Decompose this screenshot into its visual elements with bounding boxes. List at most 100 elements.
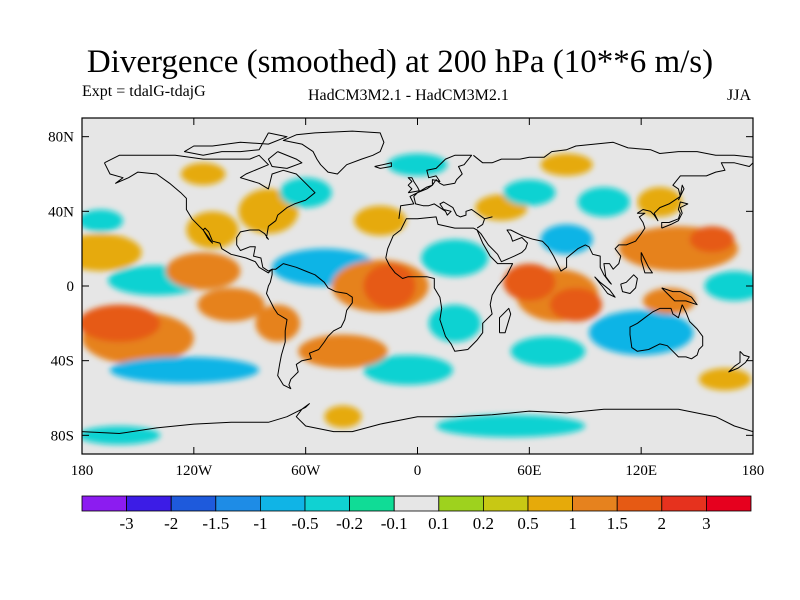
colorbar: -3 -2 -1.5 -1 -0.5 -0.2 -0.1 0.1 0.2 0.5 1 1.5 2 3 xyxy=(81,495,752,533)
divergence-blob xyxy=(197,287,265,322)
season-label: JJA xyxy=(727,87,752,104)
coastline xyxy=(473,141,753,285)
colorbar-swatch xyxy=(616,495,663,512)
colorbar-label: -3 xyxy=(120,514,134,533)
y-tick-label: 40S xyxy=(51,354,74,370)
colorbar-swatch xyxy=(572,495,618,512)
divergence-blob xyxy=(180,162,226,186)
coastline xyxy=(661,201,689,229)
divergence-blob xyxy=(643,287,696,314)
colorbar-label: -2 xyxy=(164,514,178,533)
coastline xyxy=(728,350,750,373)
divergence-blob xyxy=(637,187,683,217)
divergence-blob xyxy=(186,211,239,249)
divergence-blob xyxy=(436,414,586,438)
y-tick-label: 80S xyxy=(51,428,74,444)
y-tick-label: 0 xyxy=(67,279,75,295)
coastline xyxy=(629,304,704,360)
coastline xyxy=(374,162,392,169)
divergence-blob xyxy=(82,233,142,272)
colorbar-swatch xyxy=(126,495,172,512)
divergence-blob xyxy=(540,153,593,176)
divergence-blob xyxy=(298,334,388,369)
colorbar-label: -0.2 xyxy=(336,514,363,533)
coastline xyxy=(282,130,385,175)
coastline xyxy=(499,307,512,334)
divergence-blob xyxy=(279,177,332,208)
colorbar-swatch xyxy=(393,495,440,512)
colorbar-label: 1 xyxy=(568,514,577,533)
model-label: HadCM3M2.1 - HadCM3M2.1 xyxy=(308,87,509,104)
colorbar-label: 2 xyxy=(658,514,667,533)
x-tick-label: 0 xyxy=(414,463,422,479)
divergence-field xyxy=(82,153,753,445)
y-tick-label: 40N xyxy=(48,204,74,220)
colorbar-swatch xyxy=(170,495,217,512)
colorbar-swatch xyxy=(215,495,261,512)
field-blobs xyxy=(82,153,753,445)
coastline xyxy=(267,151,303,169)
colorbar-label: 0.5 xyxy=(517,514,538,533)
divergence-blob xyxy=(503,263,556,301)
divergence-blob xyxy=(503,179,556,206)
x-tick-label: 120W xyxy=(175,463,213,479)
coastline xyxy=(82,403,753,434)
coastline xyxy=(484,216,493,220)
coastlines xyxy=(82,130,753,434)
coastline xyxy=(385,216,514,352)
coastline xyxy=(661,287,698,306)
colorbar-swatch xyxy=(259,495,306,512)
divergence-blob xyxy=(354,205,407,236)
divergence-blob xyxy=(428,304,481,343)
colorbar-label: -0.5 xyxy=(292,514,319,533)
divergence-blob xyxy=(421,239,489,277)
colorbar-label: -1.5 xyxy=(202,514,229,533)
divergence-blob xyxy=(387,153,448,176)
x-tick-label: 60E xyxy=(517,463,541,479)
colorbar-swatch xyxy=(482,495,529,512)
coastline xyxy=(594,276,616,298)
divergence-blob xyxy=(82,304,161,342)
divergence-blob xyxy=(255,304,301,343)
coastline xyxy=(184,132,288,156)
divergence-blob xyxy=(549,287,603,322)
divergence-blob xyxy=(363,263,416,309)
divergence-blob xyxy=(698,368,752,391)
colorbar-swatch xyxy=(661,495,707,512)
divergence-blob xyxy=(510,336,586,367)
divergence-blob xyxy=(109,356,260,384)
divergence-blob xyxy=(588,310,694,356)
divergence-blob xyxy=(363,355,453,385)
divergence-blob xyxy=(82,209,123,232)
y-tick-label: 80N xyxy=(48,130,74,146)
divergence-blob xyxy=(540,224,593,255)
chart-title: Divergence (smoothed) at 200 hPa (10**6 … xyxy=(86,44,714,80)
divergence-blob xyxy=(165,252,241,290)
divergence-blob xyxy=(704,271,753,301)
coastline xyxy=(266,263,353,390)
colorbar-swatch xyxy=(81,495,127,512)
x-tick-label: 60W xyxy=(291,463,321,479)
axis-ticks: 180 120W 60W 0 60E 120E 180 80N 40N 0 40S 80S xyxy=(48,118,764,479)
experiment-label: Expt = tdalG-tdajG xyxy=(82,83,206,100)
coastline xyxy=(677,184,685,201)
coastline xyxy=(398,154,486,229)
divergence-blob xyxy=(324,405,362,428)
colorbar-label: 0.1 xyxy=(428,514,449,533)
colorbar-label: 1.5 xyxy=(607,514,628,533)
coastline xyxy=(407,177,420,194)
divergence-blob xyxy=(689,226,735,253)
colorbar-swatch xyxy=(527,495,573,512)
colorbar-swatch xyxy=(304,495,350,512)
coastline xyxy=(640,252,653,274)
colorbar-label: -0.1 xyxy=(381,514,408,533)
colorbar-label: 0.2 xyxy=(473,514,494,533)
colorbar-swatch xyxy=(706,495,752,512)
divergence-blob xyxy=(577,187,630,217)
colorbar-label: 3 xyxy=(702,514,711,533)
colorbar-swatch xyxy=(438,495,484,512)
x-tick-label: 180 xyxy=(742,463,765,479)
coastline xyxy=(103,154,316,274)
colorbar-label: -1 xyxy=(253,514,267,533)
